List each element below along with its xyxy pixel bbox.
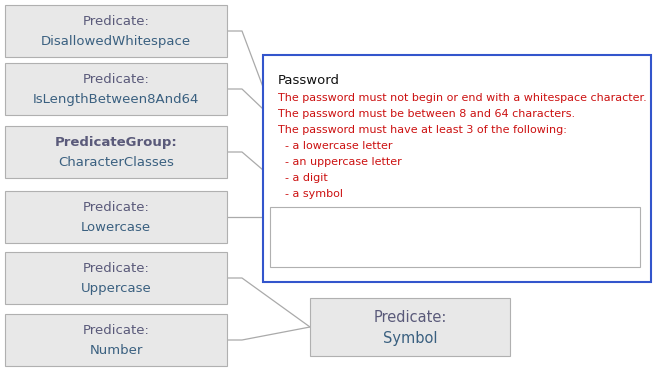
Text: Predicate:: Predicate: bbox=[373, 310, 447, 325]
Text: Predicate:: Predicate: bbox=[83, 262, 149, 275]
FancyBboxPatch shape bbox=[5, 5, 227, 57]
Text: CharacterClasses: CharacterClasses bbox=[58, 156, 174, 169]
Text: DisallowedWhitespace: DisallowedWhitespace bbox=[41, 35, 191, 48]
FancyBboxPatch shape bbox=[5, 126, 227, 178]
Text: Password: Password bbox=[278, 74, 340, 87]
Text: Predicate:: Predicate: bbox=[83, 73, 149, 86]
Text: Number: Number bbox=[90, 344, 143, 357]
Text: IsLengthBetween8And64: IsLengthBetween8And64 bbox=[32, 93, 199, 106]
Text: Predicate:: Predicate: bbox=[83, 15, 149, 28]
FancyBboxPatch shape bbox=[263, 55, 651, 282]
Text: Predicate:: Predicate: bbox=[83, 324, 149, 337]
Text: - a lowercase letter: - a lowercase letter bbox=[278, 141, 392, 151]
Text: The password must have at least 3 of the following:: The password must have at least 3 of the… bbox=[278, 125, 567, 135]
Text: Predicate:: Predicate: bbox=[83, 201, 149, 214]
Text: Uppercase: Uppercase bbox=[81, 282, 151, 295]
Text: - a digit: - a digit bbox=[278, 173, 328, 183]
Text: The password must not begin or end with a whitespace character.: The password must not begin or end with … bbox=[278, 93, 646, 103]
Text: - a symbol: - a symbol bbox=[278, 189, 343, 199]
FancyBboxPatch shape bbox=[5, 191, 227, 243]
FancyBboxPatch shape bbox=[5, 252, 227, 304]
FancyBboxPatch shape bbox=[5, 63, 227, 115]
FancyBboxPatch shape bbox=[270, 207, 640, 267]
Text: The password must be between 8 and 64 characters.: The password must be between 8 and 64 ch… bbox=[278, 109, 575, 119]
FancyBboxPatch shape bbox=[5, 314, 227, 366]
Text: - an uppercase letter: - an uppercase letter bbox=[278, 157, 402, 167]
Text: Lowercase: Lowercase bbox=[81, 221, 151, 234]
FancyBboxPatch shape bbox=[310, 298, 510, 356]
Text: Symbol: Symbol bbox=[383, 331, 438, 346]
Text: PredicateGroup:: PredicateGroup: bbox=[54, 136, 178, 149]
